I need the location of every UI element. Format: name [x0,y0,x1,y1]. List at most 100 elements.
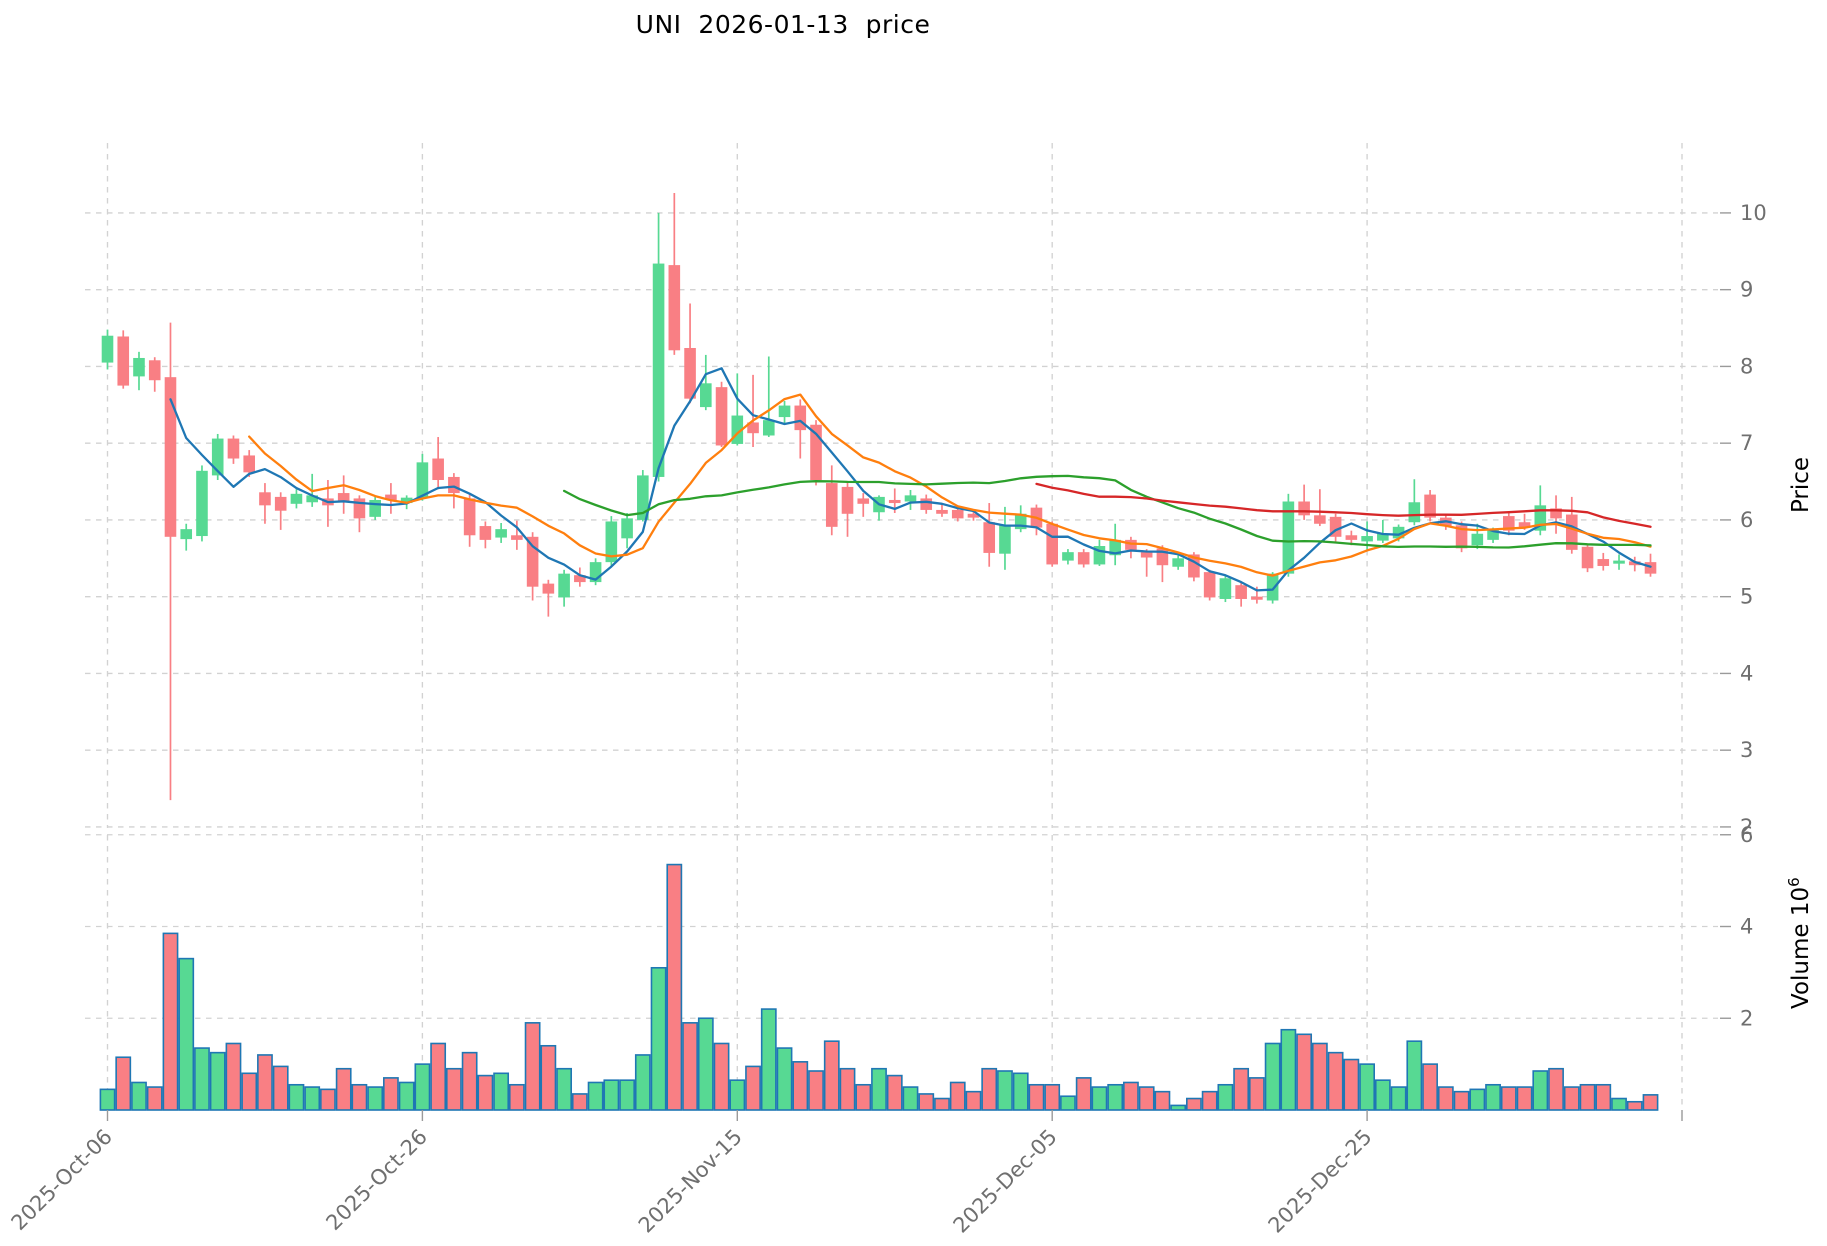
volume-bar [131,1081,147,1111]
volume-bar [1595,1083,1612,1111]
volume-axis-label: Volume 106 [1785,877,1814,1009]
candle-body [259,492,271,506]
candle-body [715,387,728,446]
candle-body [1266,573,1279,601]
gridlines [85,143,1718,1109]
volume-bar [335,1067,352,1111]
candle-body [416,462,429,498]
volume-bar [871,1067,887,1111]
volume-bar [1060,1095,1076,1111]
candle-body [1172,558,1184,567]
volume-bar [1217,1083,1234,1111]
volume-bar [524,1022,541,1111]
price-tick-label: 4 [1740,661,1753,685]
price-tick-label: 3 [1740,738,1753,762]
volume-bar [367,1086,384,1111]
volume-bar [1359,1063,1375,1111]
volume-bar [619,1079,635,1111]
volume-bar [1563,1086,1580,1111]
candle-body [637,475,649,520]
price-tick-label: 10 [1740,201,1767,225]
volume-bar [1453,1090,1470,1111]
volume-bar [272,1065,289,1111]
candle-body [1156,548,1169,566]
volume-bar [1091,1086,1108,1111]
volume-bar [1500,1086,1517,1111]
candle-body [1518,522,1531,528]
volume-bar [1280,1028,1297,1111]
volume-bar [634,1054,651,1111]
volume-bar [1154,1090,1171,1111]
volume-bar [713,1042,730,1111]
price-tick-label: 7 [1740,431,1753,455]
candle-body [999,525,1011,554]
candle-body [652,263,665,477]
moving-average-ma60 [1035,482,1652,528]
price-tick-label: 9 [1740,278,1753,302]
volume-bar [1248,1077,1265,1111]
candle-body [1109,539,1121,556]
candle-body [1298,501,1310,516]
volume-bar [1469,1088,1486,1111]
candle-body [1392,526,1405,539]
volume-bar [1311,1042,1328,1111]
volume-bar [209,1051,226,1111]
volume-bar [1579,1083,1596,1111]
candle-body [762,420,775,436]
volume-bar [1485,1083,1501,1111]
volume-bar [257,1054,273,1111]
candle-body [558,573,570,598]
volume-bar [477,1074,494,1111]
volume-bar [1626,1100,1643,1111]
candle-body [1628,561,1641,566]
candle-body [825,483,838,527]
candle-body [936,509,948,514]
volume-bar [902,1086,919,1111]
volume-bar [776,1047,793,1111]
volume-tick-label: 2 [1740,1006,1753,1030]
volume-bar [997,1070,1013,1111]
candle-body [621,518,633,539]
candle-body [1565,514,1578,550]
candle-body [148,360,161,381]
volume-bar [1028,1083,1045,1111]
volume-bar [1422,1063,1438,1111]
volume-bar [1374,1079,1391,1111]
volume-bar [1107,1083,1124,1111]
volume-bar [1138,1086,1155,1111]
volume-bar [414,1063,431,1111]
candle-body [589,562,602,583]
candle-body [274,496,287,511]
candle-body [700,383,712,408]
volume-bar [398,1081,415,1111]
candle-body [463,498,476,536]
candle-body [1062,552,1074,561]
candle-body [511,535,523,540]
volume-bar [587,1081,604,1111]
volume-bar [1296,1033,1313,1111]
volume-bars [99,863,1659,1111]
candle-body [1487,529,1499,540]
volume-bar [1437,1086,1454,1111]
volume-bar [981,1067,998,1111]
volume-bar [1343,1058,1360,1111]
candle-body [1014,513,1027,530]
candle-body [1424,494,1436,518]
candle-body [1644,562,1657,574]
volume-bar [1123,1081,1139,1111]
candle-body [180,529,193,540]
candle-body [668,265,681,351]
volume-bar [918,1093,935,1111]
volume-bar [1264,1042,1281,1111]
volume-bar [1611,1097,1627,1111]
date-tick-label: 2025-Oct-06 [7,1125,117,1235]
candle-body [1455,525,1468,549]
volume-bar [965,1090,982,1111]
date-tick-label: 2025-Oct-26 [321,1125,431,1235]
candle-body [888,499,901,504]
candle-body [920,498,933,510]
candle-body [1203,572,1216,598]
volume-bar [603,1079,620,1111]
